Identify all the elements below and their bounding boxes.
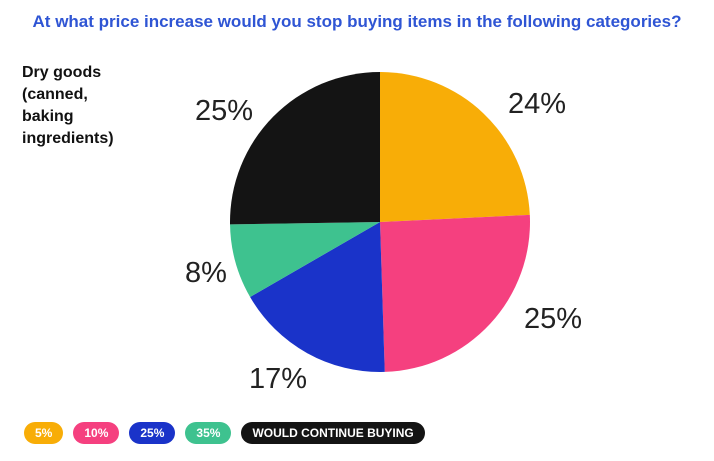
- slice-value-label: 24%: [508, 88, 566, 120]
- legend-item: 35%: [185, 422, 232, 444]
- pie-slice: [230, 222, 380, 297]
- slice-value-label: 8%: [185, 257, 227, 289]
- legend: 5% 10% 25% 35% WOULD CONTINUE BUYING: [24, 422, 425, 444]
- pie-slice: [250, 222, 385, 372]
- slice-value-label: 25%: [524, 303, 582, 335]
- category-label-line: baking: [22, 108, 74, 125]
- chart-title: At what price increase would you stop bu…: [32, 12, 682, 31]
- pie-slice: [380, 72, 530, 222]
- slice-value-label: 25%: [195, 95, 253, 127]
- legend-item: 25%: [129, 422, 176, 444]
- category-label-line: Dry goods: [22, 64, 102, 81]
- legend-item: 10%: [73, 422, 120, 444]
- category-label-line: (canned,: [22, 86, 88, 103]
- category-label: Dry goods (canned, baking ingredients): [22, 62, 172, 150]
- legend-item: 5%: [24, 422, 64, 444]
- pie-slice: [230, 72, 380, 225]
- category-label-line: ingredients): [22, 130, 114, 147]
- slice-value-label: 17%: [249, 363, 307, 395]
- pie-slice: [380, 214, 530, 372]
- legend-item: WOULD CONTINUE BUYING: [241, 422, 425, 444]
